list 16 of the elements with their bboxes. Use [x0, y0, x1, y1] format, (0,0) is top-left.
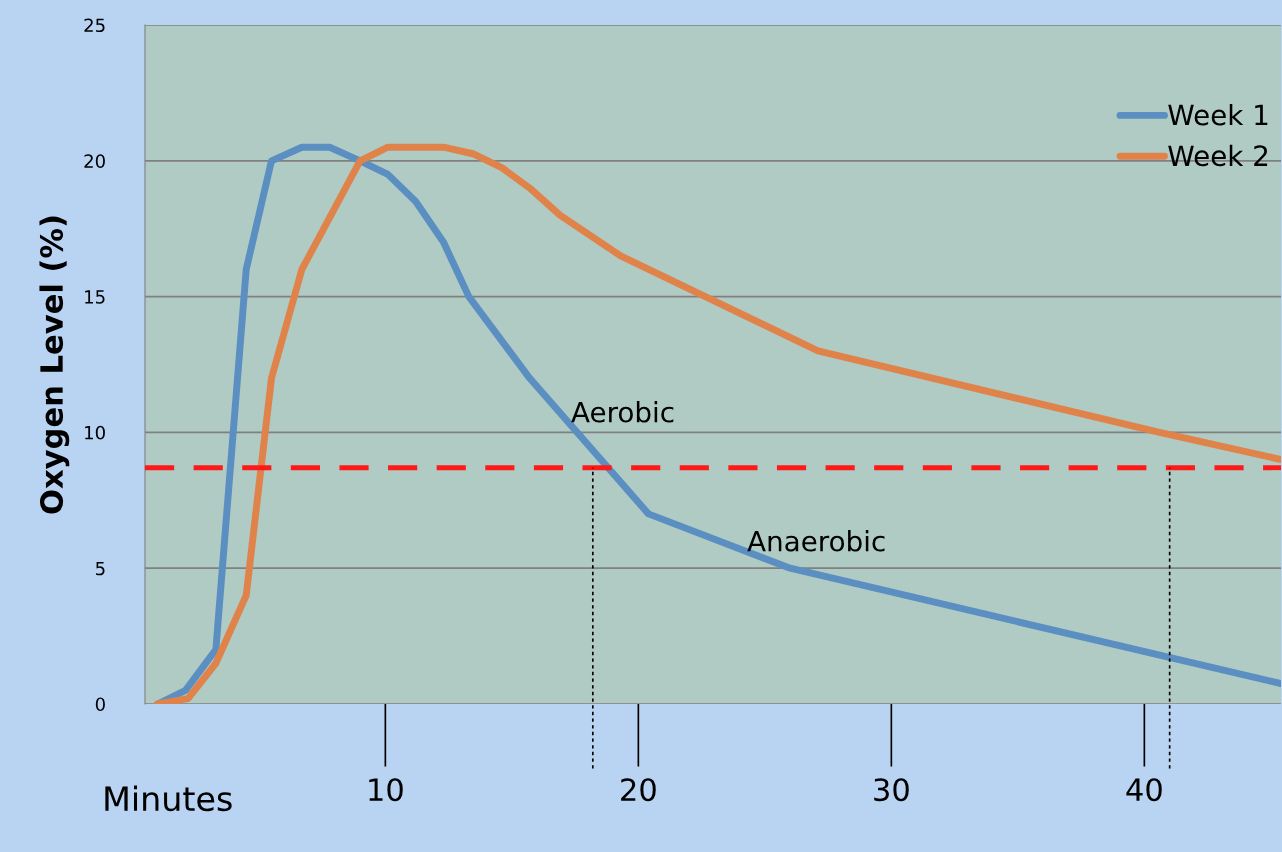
x-tick-label: 10: [369, 778, 403, 802]
x-tick-label: 30: [874, 778, 909, 802]
y-axis-title: Oxygen Level (%): [39, 216, 70, 514]
legend-label: Week 1: [1168, 104, 1268, 126]
y-tick-label: 20: [84, 154, 105, 168]
y-tick-label: 0: [95, 697, 105, 712]
y-tick-label: 15: [85, 290, 105, 304]
annotation: Anaerobic: [747, 530, 885, 552]
y-tick-label: 10: [85, 425, 105, 440]
y-tick-label: 5: [96, 561, 105, 576]
annotation: Aerobic: [571, 401, 674, 423]
x-tick-label: 20: [621, 778, 656, 802]
x-tick-label: 40: [1126, 778, 1162, 802]
legend-label: Week 2: [1168, 144, 1268, 167]
y-tick-label: 25: [84, 18, 105, 33]
x-axis-title: Minutes: [105, 785, 232, 812]
